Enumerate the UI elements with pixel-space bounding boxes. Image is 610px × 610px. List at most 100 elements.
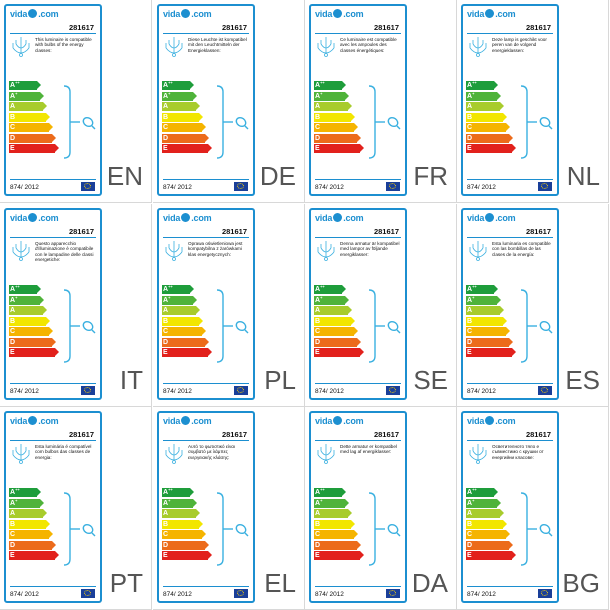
energy-class-plus: + (472, 90, 475, 96)
energy-class-letter: A (163, 82, 169, 89)
chandelier-icon (469, 444, 487, 464)
bulb-bracket-icon (216, 289, 249, 363)
energy-class-plus: + (320, 90, 323, 96)
eu-flag-icon (234, 182, 248, 191)
energy-class-bar: A (9, 102, 47, 111)
energy-class-letter: A (467, 296, 473, 304)
energy-class-bar: A++ (162, 488, 194, 497)
brand-logo: vida .com (315, 213, 364, 223)
language-code: EL (264, 568, 296, 598)
compatibility-text: Ce luminaire est compatible avec les amp… (340, 37, 397, 53)
energy-class-bar: A+ (466, 294, 501, 305)
brand-ball-icon (28, 416, 38, 425)
divider (467, 179, 553, 180)
product-code: 281617 (221, 430, 247, 439)
energy-class-bar: C (314, 530, 358, 539)
energy-class-plus: ++ (15, 284, 20, 289)
eu-stars-icon (237, 590, 244, 596)
brand-logo-right: .com (38, 416, 59, 426)
energy-class-bar: A (466, 509, 504, 518)
brand-logo: vida .com (10, 416, 59, 426)
chandelier-icon (317, 241, 335, 261)
energy-class-bar: A++ (314, 285, 346, 294)
bulb-bracket-icon (63, 492, 96, 566)
compatibility-text: Oprawa oświetleniowa jest kompatybilna z… (188, 241, 243, 257)
label-cell: vida .com 281617 Αυτό το φωτιστικό είναι συ… (153, 407, 305, 610)
energy-class-bar: C (466, 327, 510, 336)
energy-class-letter: A (467, 92, 473, 100)
energy-class-letter: C (163, 124, 169, 131)
energy-class-bar: D (466, 133, 513, 143)
energy-class-bar: E (466, 348, 516, 357)
energy-class-bar: E (314, 551, 364, 560)
energy-class-letter: A (315, 82, 321, 89)
energy-class-bar: A++ (9, 284, 41, 294)
energy-class-bar: D (466, 337, 513, 347)
energy-class-letter: D (315, 134, 321, 142)
brand-logo-left: vida (10, 213, 28, 223)
compatibility-text: Deze lamp is geschikt voor peren van de … (492, 37, 547, 53)
regulation-number: 874/ 2012 (467, 388, 496, 395)
energy-class-bar: E (9, 551, 59, 560)
chandelier-icon (469, 241, 487, 261)
energy-class-plus: ++ (168, 80, 173, 85)
energy-class-letter: A (163, 307, 169, 314)
eu-flag-icon (538, 386, 552, 395)
regulation-number: 874/ 2012 (163, 184, 192, 191)
brand-ball-icon (181, 9, 191, 18)
energy-class-letter: A (10, 286, 16, 293)
energy-class-bar: E (162, 551, 212, 560)
energy-class-letter: A (467, 489, 473, 496)
energy-class-letter: A (315, 296, 321, 304)
energy-class-bar: D (9, 133, 56, 143)
bulb-bracket-icon (368, 85, 401, 159)
energy-class-letter: C (163, 328, 169, 335)
chandelier-icon (12, 241, 30, 261)
energy-class-bar: D (466, 540, 513, 550)
energy-label-card: vida .com 281617 Αυτό το φωτιστικό είναι συ… (157, 411, 255, 603)
energy-class-letter: C (10, 328, 16, 335)
energy-class-bar: C (466, 530, 510, 539)
brand-ball-icon (181, 213, 191, 222)
energy-class-bar: A (466, 306, 504, 315)
divider (467, 586, 553, 587)
bulb-bracket-icon (216, 85, 249, 159)
energy-class-bar: B (162, 316, 203, 326)
energy-class-letter: B (467, 520, 473, 528)
label-cell: vida .com 281617 Oprawa oświetleniowa jest … (153, 204, 305, 407)
energy-class-plus: ++ (320, 80, 325, 85)
energy-label-card: vida .com 281617 Oprawa oświetleniowa jest … (157, 208, 255, 400)
product-code: 281617 (525, 430, 551, 439)
energy-class-plus: + (168, 90, 171, 96)
energy-class-bar: C (9, 530, 53, 539)
energy-class-plus: + (472, 294, 475, 300)
energy-class-plus: ++ (168, 284, 173, 289)
energy-class-bar: A+ (314, 90, 349, 101)
bulb-bracket-icon (520, 492, 553, 566)
energy-class-bar: B (9, 112, 50, 122)
brand-logo-right: .com (343, 416, 364, 426)
label-cell: vida .com 281617 Осветителното тяло е съвме… (457, 407, 609, 610)
energy-class-bar: B (162, 519, 203, 529)
energy-class-letter: E (163, 145, 168, 152)
divider (315, 179, 401, 180)
energy-class-letter: C (10, 531, 16, 538)
energy-class-letter: A (467, 510, 473, 517)
bulb-bracket-icon (63, 85, 96, 159)
energy-class-letter: B (315, 317, 321, 325)
compatibility-text: Questo apparecchio d'illuminazione è com… (35, 241, 94, 263)
language-code: SE (413, 365, 448, 395)
energy-class-letter: A (163, 286, 169, 293)
energy-class-letter: D (315, 338, 321, 346)
brand-logo: vida .com (163, 213, 212, 223)
energy-class-bar: C (466, 123, 510, 132)
energy-class-letter: E (315, 552, 320, 559)
energy-class-bar: A+ (314, 295, 349, 305)
product-code: 281617 (525, 227, 551, 236)
chandelier-icon (317, 444, 335, 464)
energy-class-letter: C (10, 124, 16, 131)
energy-class-bar: E (9, 348, 59, 357)
energy-class-bar: A++ (9, 488, 41, 497)
divider (163, 586, 249, 587)
